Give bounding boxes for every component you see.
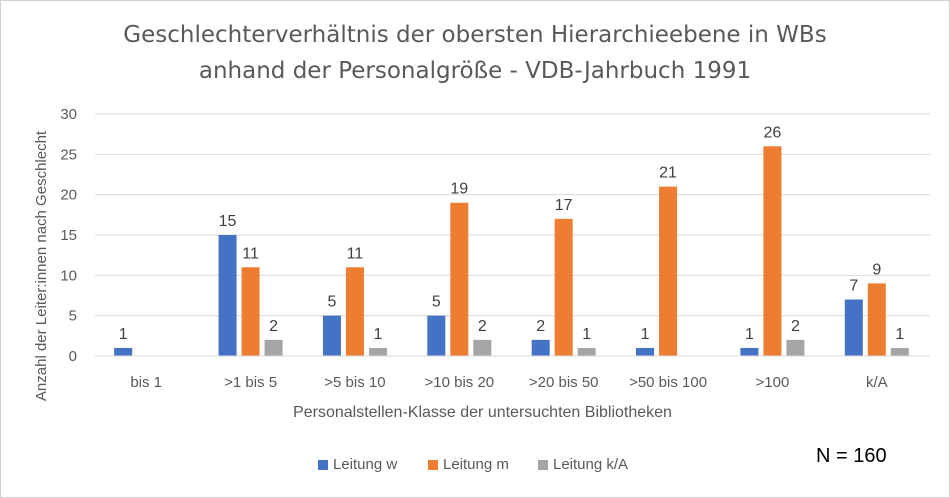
bar	[264, 339, 283, 356]
legend-swatch-w	[318, 459, 328, 470]
x-axis-title: Personalstellen-Klasse der untersuchten …	[293, 404, 672, 421]
data-label: 1	[641, 326, 650, 343]
x-tick-label: k/A	[866, 374, 888, 391]
bar	[740, 347, 759, 356]
y-axis-title: Anzahl der Leiter:innen nach Geschlecht	[33, 130, 50, 401]
bar	[786, 339, 805, 356]
bar	[218, 235, 237, 356]
bar	[368, 347, 387, 356]
legend: Leitung w Leitung m Leitung k/A	[0, 456, 950, 476]
y-tick-label: 25	[60, 146, 77, 163]
y-tick-label: 10	[60, 267, 77, 284]
y-tick-label: 30	[60, 106, 77, 123]
legend-label-m: Leitung m	[443, 456, 509, 473]
bar	[114, 347, 133, 356]
legend-label-k: Leitung k/A	[553, 456, 629, 473]
x-tick-label: >100	[756, 374, 790, 391]
bar	[427, 315, 446, 356]
bar	[531, 339, 550, 356]
bar	[867, 283, 886, 356]
legend-item-k: Leitung k/A	[538, 456, 628, 473]
y-tick-label: 0	[69, 348, 77, 365]
bar	[345, 267, 364, 356]
bar	[241, 267, 260, 356]
chart-title-line-2: anhand der Personalgröße - VDB-Jahrbuch …	[198, 58, 752, 84]
bar	[322, 315, 341, 356]
x-tick-label: >20 bis 50	[529, 374, 599, 391]
bar	[473, 339, 492, 356]
data-label: 2	[269, 318, 278, 335]
y-tick-label: 20	[60, 187, 77, 204]
bar	[450, 202, 469, 356]
data-label: 19	[450, 181, 468, 198]
data-label: 1	[119, 326, 128, 343]
legend-item-m: Leitung m	[428, 456, 509, 473]
chart-title-line-1: Geschlechterverhältnis der obersten Hier…	[123, 22, 827, 48]
x-tick-label: >50 bis 100	[629, 374, 707, 391]
x-tick-label: >5 bis 10	[324, 374, 385, 391]
bar	[890, 347, 909, 356]
y-tick-label: 5	[69, 308, 77, 325]
data-label: 17	[555, 197, 573, 214]
data-label: 1	[895, 326, 904, 343]
data-label: 15	[219, 213, 237, 230]
x-tick-label: >10 bis 20	[424, 374, 494, 391]
bar	[763, 146, 782, 356]
bar	[636, 347, 655, 356]
data-label: 2	[478, 318, 487, 335]
data-label: 7	[849, 278, 858, 295]
data-label: 11	[242, 245, 259, 262]
data-label: 5	[432, 294, 441, 311]
y-tick-label: 15	[60, 227, 77, 244]
bar	[577, 347, 596, 356]
legend-label-w: Leitung w	[333, 456, 398, 473]
sample-size-note: N = 160	[816, 445, 887, 467]
data-label: 1	[582, 326, 591, 343]
data-label: 1	[745, 326, 754, 343]
data-label: 2	[536, 318, 545, 335]
data-label: 26	[764, 124, 782, 141]
legend-item-w: Leitung w	[318, 456, 397, 473]
data-label: 2	[791, 318, 800, 335]
data-label: 21	[659, 165, 677, 182]
data-label: 1	[373, 326, 382, 343]
legend-swatch-k	[538, 459, 548, 470]
bar	[844, 299, 863, 356]
legend-swatch-m	[428, 459, 438, 470]
bar	[554, 218, 573, 356]
x-tick-label: bis 1	[130, 374, 162, 391]
x-tick-label: >1 bis 5	[224, 374, 277, 391]
data-label: 9	[872, 261, 881, 278]
data-label: 11	[347, 245, 364, 262]
bar	[659, 186, 678, 356]
data-label: 5	[327, 294, 336, 311]
